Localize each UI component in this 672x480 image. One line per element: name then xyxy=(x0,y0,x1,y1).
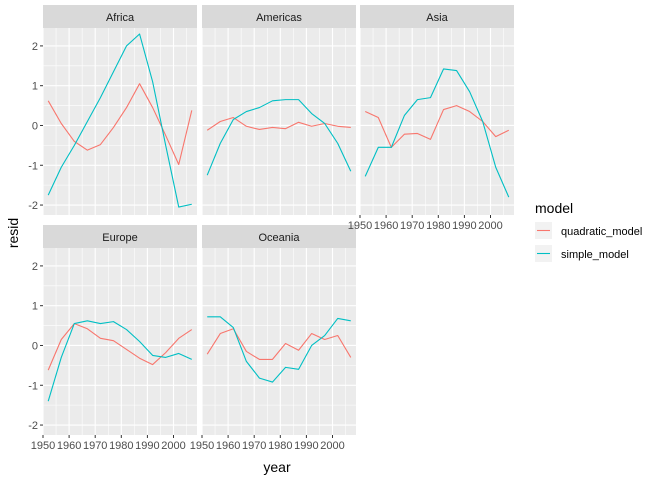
x-tick-label: 1960 xyxy=(374,220,398,232)
strip-label-americas: Americas xyxy=(256,12,302,24)
y-tick-label: 1 xyxy=(32,81,38,93)
legend-title: model xyxy=(535,200,573,216)
panel-europe: Europe xyxy=(42,225,197,435)
x-tick-label: 1950 xyxy=(190,440,214,452)
legend: model quadratic_model simple_model xyxy=(535,200,642,262)
strip-americas xyxy=(202,5,356,28)
x-tick-label: 1960 xyxy=(216,440,240,452)
strip-asia xyxy=(360,5,514,28)
x-tick-label: 1950 xyxy=(348,220,372,232)
x-tick-label: 1980 xyxy=(109,440,133,452)
series-line-americas-quadratic-model xyxy=(206,116,351,131)
strip-label-asia: Asia xyxy=(426,12,448,24)
series-line-asia-quadratic-model xyxy=(364,105,510,148)
legend-label-simple-model: simple_model xyxy=(561,249,629,261)
panels-layer: Africa Americas Asia Europe Oceania xyxy=(42,5,514,435)
strip-label-europe: Europe xyxy=(102,232,137,244)
x-tick-label: 1990 xyxy=(294,440,318,452)
y-axis-title: resid xyxy=(5,218,21,248)
strip-label-oceania: Oceania xyxy=(259,232,301,244)
y-tick-label: -2 xyxy=(28,200,38,212)
panel-asia: Asia xyxy=(359,5,514,215)
series-line-africa-simple-model xyxy=(47,33,192,208)
x-tick-label: 1970 xyxy=(400,220,424,232)
y-tick-label: -1 xyxy=(28,380,38,392)
y-tick-label: 1 xyxy=(32,301,38,313)
x-tick-label: 2000 xyxy=(320,440,344,452)
y-tick-label: 2 xyxy=(32,261,38,273)
series-line-europe-quadratic-model xyxy=(47,323,193,371)
series-line-europe-simple-model xyxy=(47,320,193,402)
panel-oceania: Oceania xyxy=(201,225,356,435)
x-tick-label: 1970 xyxy=(242,440,266,452)
panel-africa: Africa xyxy=(42,5,197,215)
y-tick-label: 0 xyxy=(32,120,38,132)
x-tick-label: 1970 xyxy=(83,440,107,452)
x-tick-label: 1960 xyxy=(57,440,81,452)
series-line-americas-simple-model xyxy=(206,99,352,176)
strip-africa xyxy=(43,5,197,28)
x-tick-label: 1980 xyxy=(426,220,450,232)
x-tick-label: 1980 xyxy=(268,440,292,452)
series-line-oceania-simple-model xyxy=(207,316,351,383)
y-tick-label: -1 xyxy=(28,160,38,172)
series-line-oceania-quadratic-model xyxy=(206,328,352,360)
panel-americas: Americas xyxy=(201,5,356,215)
x-tick-label: 2000 xyxy=(478,220,502,232)
strip-oceania xyxy=(202,225,356,248)
x-tick-label: 1990 xyxy=(452,220,476,232)
y-tick-label: 0 xyxy=(32,340,38,352)
x-axis-title: year xyxy=(263,459,291,475)
x-tick-label: 2000 xyxy=(161,440,185,452)
y-tick-label: -2 xyxy=(28,420,38,432)
series-line-africa-quadratic-model xyxy=(47,83,193,166)
x-tick-label: 1950 xyxy=(31,440,55,452)
series-line-asia-simple-model xyxy=(364,68,510,198)
legend-label-quadratic-model: quadratic_model xyxy=(561,226,642,238)
strip-europe xyxy=(43,225,197,248)
strip-label-africa: Africa xyxy=(106,12,135,24)
y-tick-label: 2 xyxy=(32,41,38,53)
x-tick-label: 1990 xyxy=(135,440,159,452)
